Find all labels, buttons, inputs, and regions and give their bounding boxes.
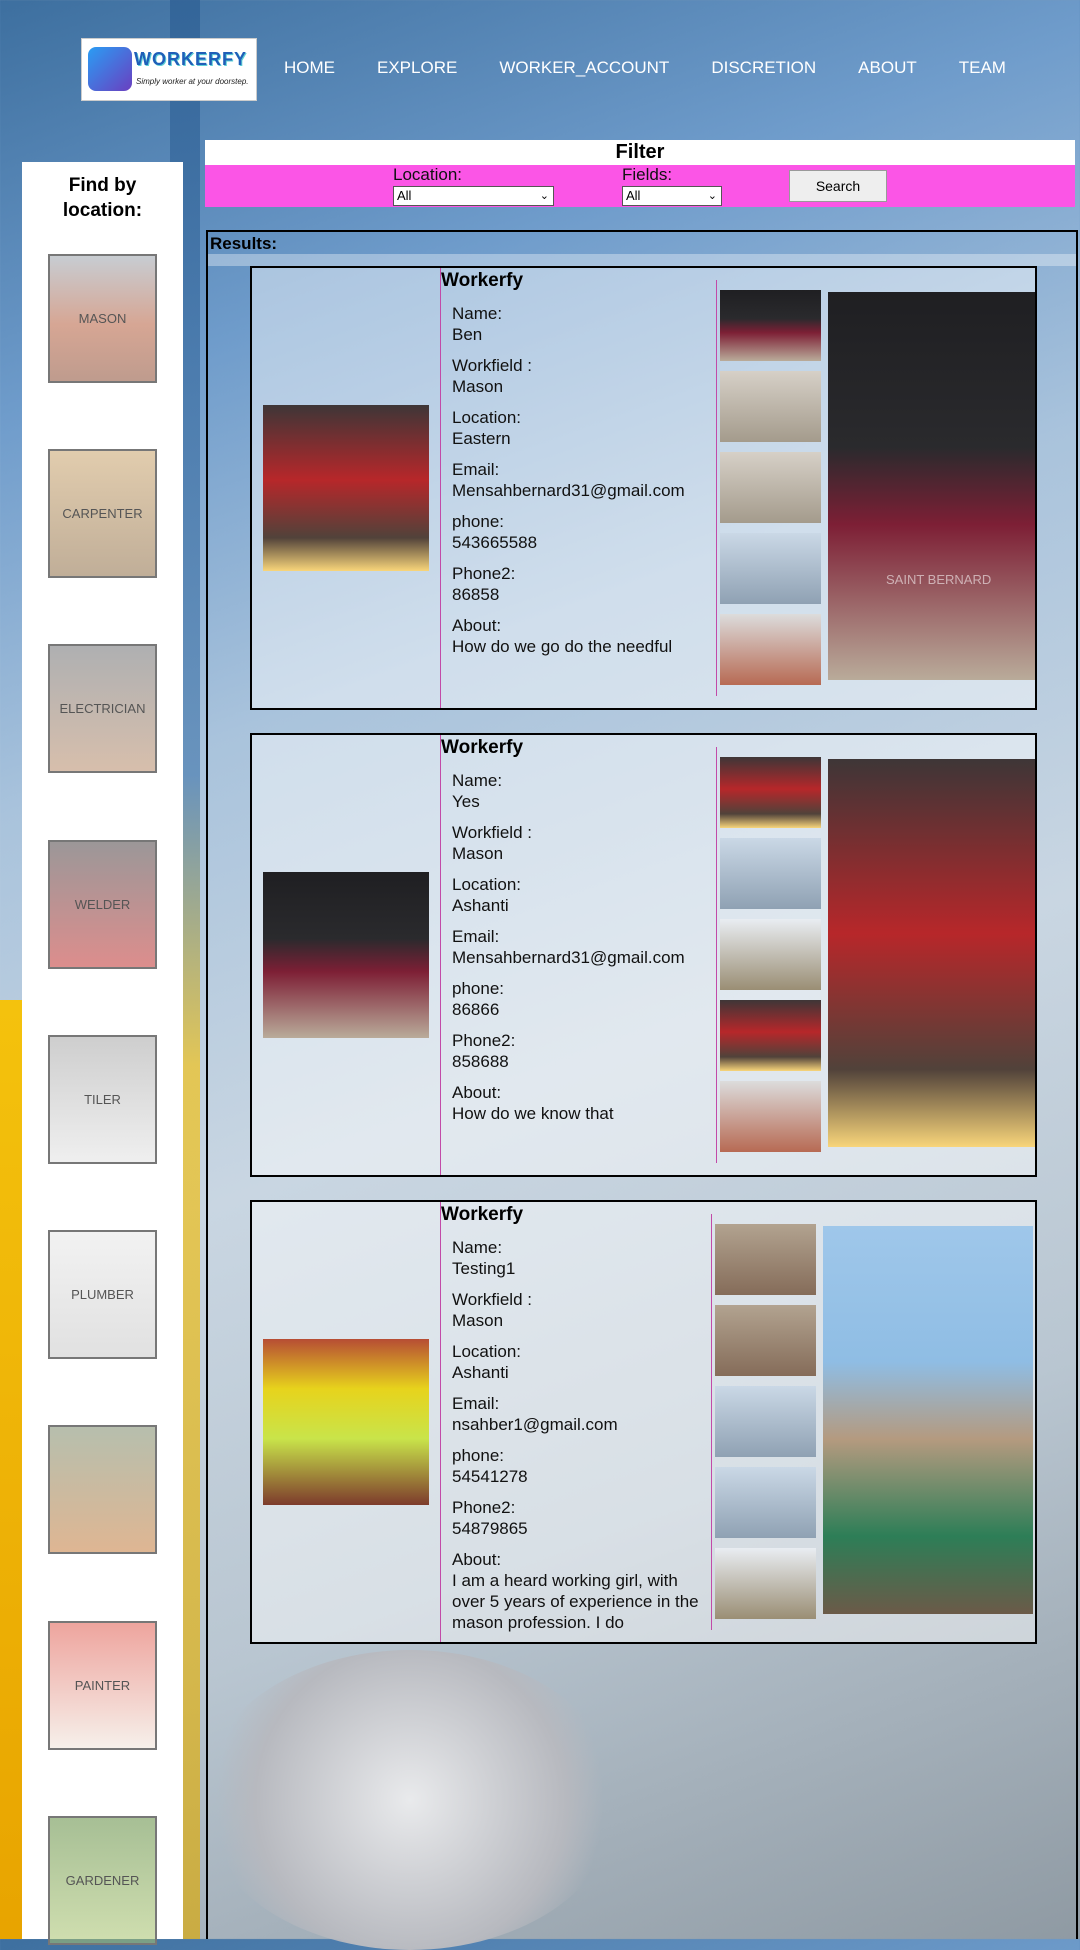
chevron-down-icon: ⌄ bbox=[707, 190, 717, 202]
results-label: Results: bbox=[210, 234, 278, 253]
thumbnail[interactable] bbox=[720, 1081, 821, 1152]
location-select[interactable]: All ⌄ bbox=[393, 186, 554, 206]
nav-team[interactable]: TEAM bbox=[958, 58, 1006, 77]
card-brand: Workerfy bbox=[441, 1204, 524, 1225]
card-brand: Workerfy bbox=[441, 737, 524, 758]
fields-label: Fields: bbox=[622, 165, 673, 184]
category-unlabeled[interactable] bbox=[48, 1425, 157, 1554]
name-field: Name: Testing1 bbox=[452, 1238, 516, 1278]
worker-info: Workerfy Name: Testing1 Workfield : Mason … bbox=[441, 1202, 711, 1633]
category-tiler[interactable]: TILER bbox=[48, 1035, 157, 1164]
nav-discretion[interactable]: DISCRETION bbox=[711, 58, 817, 77]
email-field: Email: nsahber1@gmail.com bbox=[452, 1394, 618, 1434]
fields-select[interactable]: All ⌄ bbox=[622, 186, 722, 206]
name-field: Name: Ben bbox=[452, 304, 503, 344]
nav-home[interactable]: HOME bbox=[284, 58, 335, 77]
logo-icon bbox=[88, 47, 132, 91]
category-electrician[interactable]: ELECTRICIAN bbox=[48, 644, 157, 773]
phone-field: phone: 543665588 bbox=[452, 512, 538, 552]
nav-about[interactable]: ABOUT bbox=[858, 58, 917, 77]
thumbnail[interactable] bbox=[720, 614, 821, 685]
thumbnail[interactable] bbox=[715, 1386, 816, 1457]
about-field: About: How do we go do the needful bbox=[452, 616, 673, 656]
main-nav: HOME EXPLORE WORKER_ACCOUNT DISCRETION A… bbox=[284, 58, 1048, 78]
thumbnail[interactable] bbox=[720, 838, 821, 909]
thumbnail[interactable] bbox=[720, 757, 821, 828]
filter-bar: Location: All ⌄ Fields: All ⌄ Search bbox=[205, 165, 1075, 207]
phone-field: phone: 54541278 bbox=[452, 1446, 528, 1486]
thumbnail[interactable] bbox=[720, 452, 821, 523]
thumbnail[interactable] bbox=[720, 371, 821, 442]
worker-photo bbox=[263, 872, 429, 1038]
location-field: Location: Ashanti bbox=[452, 1342, 521, 1382]
featured-photo: SAINT BERNARD bbox=[828, 292, 1035, 680]
worker-card[interactable]: Workerfy Name: Testing1 Workfield : Mason … bbox=[250, 1200, 1037, 1644]
phone2-field: Phone2: 86858 bbox=[452, 564, 516, 604]
category-mason[interactable]: MASON bbox=[48, 254, 157, 383]
featured-photo bbox=[823, 1226, 1033, 1614]
category-welder[interactable]: WELDER bbox=[48, 840, 157, 969]
phone-field: phone: 86866 bbox=[452, 979, 504, 1019]
thumbnail[interactable] bbox=[720, 290, 821, 361]
thumbnail[interactable] bbox=[715, 1548, 816, 1619]
category-carpenter[interactable]: CARPENTER bbox=[48, 449, 157, 578]
logo[interactable]: WORKERFY Simply worker at your doorstep. bbox=[81, 38, 257, 101]
nav-worker-account[interactable]: WORKER_ACCOUNT bbox=[499, 58, 670, 77]
category-gardener[interactable]: GARDENER bbox=[48, 1816, 157, 1945]
worker-photo bbox=[263, 405, 429, 571]
header: WORKERFY Simply worker at your doorstep.… bbox=[0, 0, 1080, 110]
sidebar: Find by location: MASON CARPENTER ELECTR… bbox=[22, 162, 183, 1945]
about-field: About: I am a heard working girl, with ov… bbox=[452, 1550, 699, 1632]
workfield-field: Workfield : Mason bbox=[452, 1290, 532, 1330]
email-field: Email: Mensahbernard31@gmail.com bbox=[452, 927, 685, 967]
filter-title: Filter bbox=[205, 140, 1075, 165]
worker-card[interactable]: Workerfy Name: Yes Workfield : Mason Locat… bbox=[250, 733, 1037, 1177]
thumbnail[interactable] bbox=[720, 533, 821, 604]
phone2-field: Phone2: 858688 bbox=[452, 1031, 516, 1071]
about-field: About: How do we know that bbox=[452, 1083, 614, 1123]
location-field: Location: Ashanti bbox=[452, 875, 521, 915]
sidebar-title: Find by location: bbox=[62, 175, 143, 221]
worker-card[interactable]: Workerfy Name: Ben Workfield : Mason Locat… bbox=[250, 266, 1037, 710]
thumbnail[interactable] bbox=[720, 1000, 821, 1071]
nav-explore[interactable]: EXPLORE bbox=[377, 58, 458, 77]
phone2-field: Phone2: 54879865 bbox=[452, 1498, 528, 1538]
thumbnail[interactable] bbox=[720, 919, 821, 990]
featured-photo bbox=[828, 759, 1035, 1147]
category-plumber[interactable]: PLUMBER bbox=[48, 1230, 157, 1359]
logo-name: WORKERFY bbox=[134, 49, 247, 69]
name-field: Name: Yes bbox=[452, 771, 503, 811]
thumbnail[interactable] bbox=[715, 1224, 816, 1295]
workfield-field: Workfield : Mason bbox=[452, 356, 532, 396]
worker-info: Workerfy Name: Ben Workfield : Mason Locat… bbox=[441, 268, 711, 657]
email-field: Email: Mensahbernard31@gmail.com bbox=[452, 460, 685, 500]
photo-watermark: SAINT BERNARD bbox=[886, 572, 992, 587]
search-button[interactable]: Search bbox=[789, 170, 887, 202]
thumbnail[interactable] bbox=[715, 1305, 816, 1376]
thumbnail-strip bbox=[720, 290, 821, 695]
chevron-down-icon: ⌄ bbox=[539, 190, 549, 202]
thumbnail-strip bbox=[720, 757, 821, 1162]
worker-photo bbox=[263, 1339, 429, 1505]
thumbnail-strip bbox=[715, 1224, 816, 1629]
worker-info: Workerfy Name: Yes Workfield : Mason Locat… bbox=[441, 735, 711, 1124]
category-painter[interactable]: PAINTER bbox=[48, 1621, 157, 1750]
results-panel: Results: Workerfy Name: Ben Workfield : Ma… bbox=[206, 230, 1078, 1939]
logo-tagline: Simply worker at your doorstep. bbox=[136, 77, 249, 86]
card-brand: Workerfy bbox=[441, 270, 524, 291]
location-field: Location: Eastern bbox=[452, 408, 521, 448]
workfield-field: Workfield : Mason bbox=[452, 823, 532, 863]
location-label: Location: bbox=[393, 165, 462, 184]
thumbnail[interactable] bbox=[715, 1467, 816, 1538]
